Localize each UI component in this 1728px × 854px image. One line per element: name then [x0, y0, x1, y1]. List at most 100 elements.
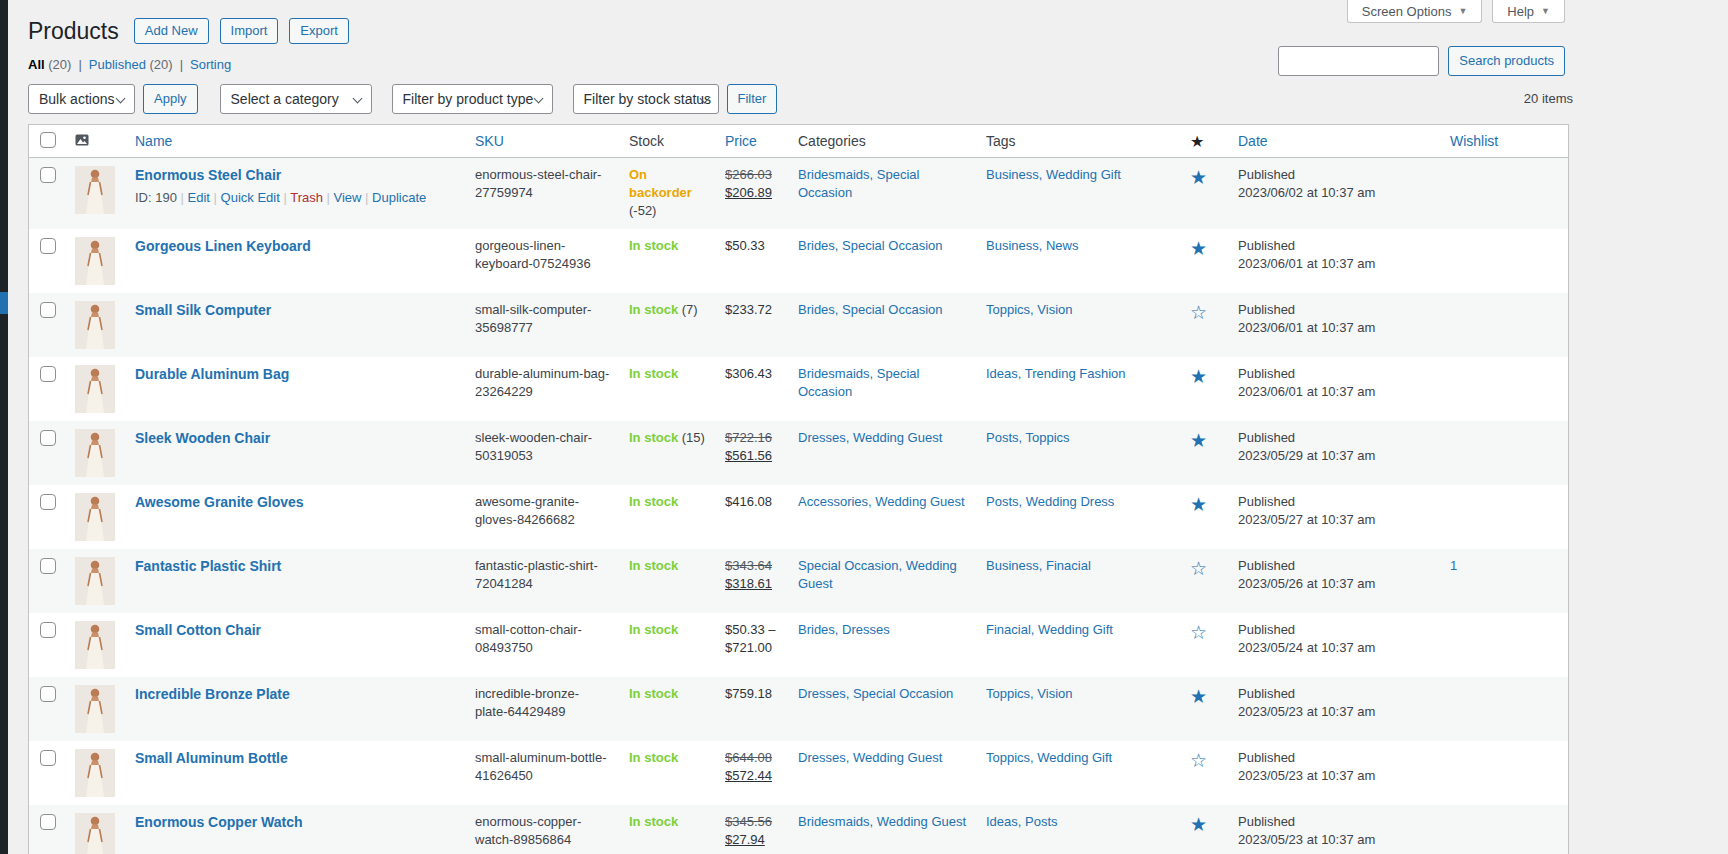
screen-options-button[interactable]: Screen Options ▼ [1347, 0, 1483, 23]
product-name-link[interactable]: Small Silk Computer [135, 301, 271, 321]
column-header-price[interactable]: Price [717, 125, 790, 158]
product-price: $306.43 [717, 357, 790, 421]
row-action-view[interactable]: View [334, 190, 362, 205]
tag-links[interactable]: Toppics, Wedding Gift [986, 750, 1112, 765]
column-header-date[interactable]: Date [1230, 125, 1442, 158]
product-thumbnail[interactable] [75, 301, 115, 349]
category-links[interactable]: Dresses, Wedding Guest [798, 750, 942, 765]
product-thumbnail[interactable] [75, 493, 115, 541]
category-links[interactable]: Dresses, Special Occasion [798, 686, 953, 701]
tag-links[interactable]: Posts, Wedding Dress [986, 494, 1114, 509]
product-thumbnail[interactable] [75, 813, 115, 854]
product-thumbnail[interactable] [75, 685, 115, 733]
row-checkbox[interactable] [40, 686, 56, 702]
tag-links[interactable]: Finacial, Wedding Gift [986, 622, 1113, 637]
row-checkbox[interactable] [40, 558, 56, 574]
row-action-duplicate[interactable]: Duplicate [372, 190, 426, 205]
separator: | [210, 190, 221, 205]
product-stock: In stock (7) [621, 293, 717, 357]
tag-links[interactable]: Business, Finacial [986, 558, 1091, 573]
product-name-link[interactable]: Small Cotton Chair [135, 621, 261, 641]
category-links[interactable]: Brides, Dresses [798, 622, 890, 637]
category-links[interactable]: Brides, Special Occasion [798, 238, 943, 253]
row-action-quick-edit[interactable]: Quick Edit [221, 190, 280, 205]
featured-star-filled-icon[interactable]: ★ [1190, 238, 1207, 259]
featured-star-filled-icon[interactable]: ★ [1190, 167, 1207, 188]
product-type-filter-select[interactable]: Filter by product type [392, 84, 553, 114]
product-thumbnail[interactable] [75, 166, 115, 214]
column-header-wishlist[interactable]: Wishlist [1442, 125, 1568, 158]
product-name-link[interactable]: Enormous Steel Chair [135, 166, 281, 186]
product-thumbnail[interactable] [75, 365, 115, 413]
featured-star-filled-icon[interactable]: ★ [1190, 366, 1207, 387]
product-thumbnail[interactable] [75, 621, 115, 669]
row-checkbox[interactable] [40, 366, 56, 382]
featured-star-outline-icon[interactable]: ☆ [1190, 622, 1207, 643]
product-name-link[interactable]: Sleek Wooden Chair [135, 429, 270, 449]
stock-status-filter-select[interactable]: Filter by stock status [573, 84, 719, 114]
row-checkbox[interactable] [40, 238, 56, 254]
add-new-button[interactable]: Add New [134, 18, 209, 44]
featured-star-filled-icon[interactable]: ★ [1190, 686, 1207, 707]
category-links[interactable]: Special Occasion, Wedding Guest [798, 558, 957, 591]
featured-star-outline-icon[interactable]: ☆ [1190, 302, 1207, 323]
row-checkbox[interactable] [40, 622, 56, 638]
filter-button[interactable]: Filter [727, 84, 778, 114]
category-links[interactable]: Bridesmaids, Special Occasion [798, 366, 919, 399]
column-header-name[interactable]: Name [127, 125, 467, 158]
product-name-link[interactable]: Enormous Copper Watch [135, 813, 303, 833]
product-thumbnail[interactable] [75, 237, 115, 285]
tag-links[interactable]: Ideas, Trending Fashion [986, 366, 1125, 381]
featured-star-filled-icon[interactable]: ★ [1190, 430, 1207, 451]
help-label: Help [1507, 4, 1534, 19]
wishlist-count[interactable]: 1 [1450, 558, 1457, 573]
tag-links[interactable]: Ideas, Posts [986, 814, 1058, 829]
export-button[interactable]: Export [289, 18, 349, 44]
row-checkbox[interactable] [40, 494, 56, 510]
product-name-link[interactable]: Durable Aluminum Bag [135, 365, 289, 385]
select-all-checkbox[interactable] [40, 132, 56, 148]
product-name-link[interactable]: Awesome Granite Gloves [135, 493, 304, 513]
featured-star-outline-icon[interactable]: ☆ [1190, 750, 1207, 771]
product-thumbnail[interactable] [75, 749, 115, 797]
tag-links[interactable]: Toppics, Vision [986, 686, 1072, 701]
price: $50.33 [725, 237, 780, 255]
admin-menu-rail[interactable] [0, 0, 8, 854]
product-price: $345.56$27.94 [717, 805, 790, 854]
row-checkbox[interactable] [40, 167, 56, 183]
product-name-link[interactable]: Fantastic Plastic Shirt [135, 557, 281, 577]
tag-links[interactable]: Posts, Toppics [986, 430, 1070, 445]
featured-star-outline-icon[interactable]: ☆ [1190, 558, 1207, 579]
category-links[interactable]: Dresses, Wedding Guest [798, 430, 942, 445]
product-sku: incredible-bronze-plate-64429489 [467, 677, 621, 741]
featured-star-filled-icon[interactable]: ★ [1190, 814, 1207, 835]
product-sku: small-cotton-chair-08493750 [467, 613, 621, 677]
row-checkbox[interactable] [40, 430, 56, 446]
product-price: $722.16$561.56 [717, 421, 790, 485]
category-links[interactable]: Bridesmaids, Wedding Guest [798, 814, 966, 829]
products-tbody: Enormous Steel Chair ID: 190 | Edit | Qu… [29, 158, 1568, 854]
product-name-link[interactable]: Gorgeous Linen Keyboard [135, 237, 311, 257]
product-thumbnail[interactable] [75, 429, 115, 477]
tag-links[interactable]: Toppics, Vision [986, 302, 1072, 317]
row-action-edit[interactable]: Edit [188, 190, 210, 205]
product-name-link[interactable]: Small Aluminum Bottle [135, 749, 288, 769]
tag-links[interactable]: Business, News [986, 238, 1078, 253]
help-button[interactable]: Help ▼ [1492, 0, 1565, 23]
tag-links[interactable]: Business, Wedding Gift [986, 167, 1121, 182]
featured-star-filled-icon[interactable]: ★ [1190, 494, 1207, 515]
row-checkbox[interactable] [40, 750, 56, 766]
row-action-trash[interactable]: Trash [290, 190, 323, 205]
product-name-link[interactable]: Incredible Bronze Plate [135, 685, 290, 705]
column-header-sku[interactable]: SKU [467, 125, 621, 158]
category-links[interactable]: Brides, Special Occasion [798, 302, 943, 317]
import-button[interactable]: Import [220, 18, 279, 44]
product-thumbnail[interactable] [75, 557, 115, 605]
category-links[interactable]: Bridesmaids, Special Occasion [798, 167, 919, 200]
bulk-actions-select[interactable]: Bulk actions [28, 84, 135, 114]
row-checkbox[interactable] [40, 302, 56, 318]
category-filter-select[interactable]: Select a category [220, 84, 372, 114]
row-checkbox[interactable] [40, 814, 56, 830]
apply-button[interactable]: Apply [143, 84, 198, 114]
category-links[interactable]: Accessories, Wedding Guest [798, 494, 965, 509]
